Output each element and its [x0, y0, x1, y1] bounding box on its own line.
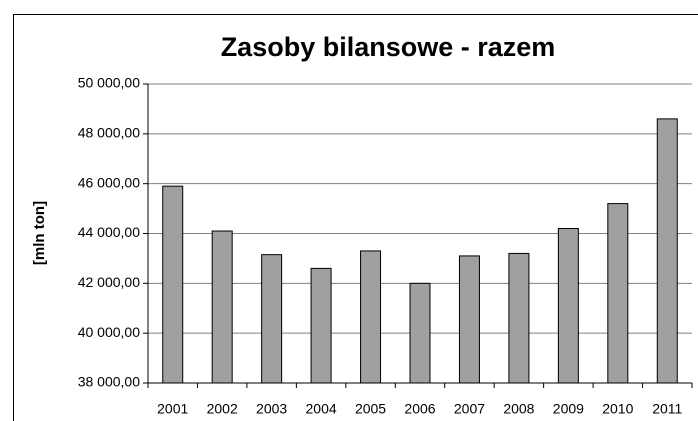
x-tick-label: 2010 — [602, 401, 633, 417]
x-tick-label: 2004 — [306, 401, 337, 417]
bar — [310, 267, 332, 384]
bar — [360, 250, 382, 384]
x-tick-label: 2003 — [256, 401, 287, 417]
y-tick-label: 44 000,00 — [78, 224, 140, 240]
bar — [211, 230, 233, 384]
chart-title: Zasoby bilansowe - razem — [221, 32, 556, 62]
y-tick-label: 50 000,00 — [78, 75, 140, 91]
x-tick-label: 2005 — [355, 401, 386, 417]
bar — [656, 118, 678, 384]
bar — [261, 254, 283, 384]
y-tick-label: 38 000,00 — [78, 374, 140, 390]
y-tick-label: 42 000,00 — [78, 274, 140, 290]
x-tick-label: 2002 — [207, 401, 238, 417]
x-tick-label: 2008 — [503, 401, 534, 417]
y-tick-label: 40 000,00 — [78, 324, 140, 340]
y-tick-label: 48 000,00 — [78, 125, 140, 141]
y-tick-label: 46 000,00 — [78, 174, 140, 190]
bar — [607, 203, 629, 384]
x-tick-label: 2011 — [652, 401, 682, 417]
y-axis-label: [mln ton] — [31, 201, 48, 265]
x-tick-label: 2009 — [553, 401, 584, 417]
x-tick-label: 2007 — [454, 401, 485, 417]
bar — [557, 228, 579, 384]
bar — [508, 252, 530, 384]
chart-frame — [13, 14, 698, 421]
x-tick-label: 2001 — [157, 401, 188, 417]
x-tick-label: 2006 — [404, 401, 435, 417]
bar — [162, 185, 184, 384]
bar — [409, 282, 431, 384]
bar — [458, 255, 480, 384]
